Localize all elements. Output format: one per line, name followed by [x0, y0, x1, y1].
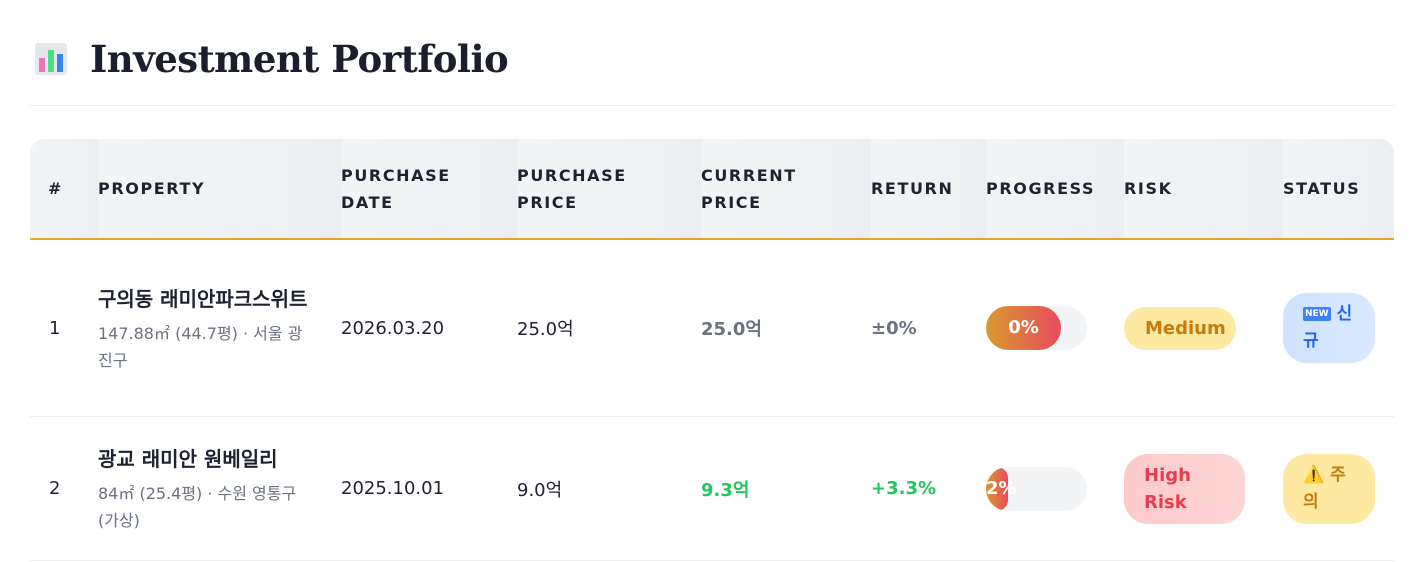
status-cell: NEW 신규 [1283, 240, 1394, 417]
column-header-purchase-date[interactable]: PURCHASE DATE [341, 139, 517, 240]
progress-label: 2% [986, 477, 1017, 499]
status-cell: ⚠️ 주의 [1283, 417, 1394, 561]
row-index: 2 [30, 417, 98, 561]
column-header-index[interactable]: # [30, 139, 98, 240]
risk-cell: Medium [1124, 240, 1283, 417]
purchase-price: 25.0억 [517, 240, 701, 417]
table-row[interactable]: 2 광교 래미안 원베일리 84㎡ (25.4평) · 수원 영통구 (가상) … [30, 417, 1394, 561]
status-label: 신규 [1303, 304, 1353, 351]
risk-badge: High Risk [1124, 453, 1245, 524]
page-header: Investment Portfolio [30, 30, 1394, 106]
table-header-row: # PROPERTY PURCHASE DATE PURCHASE PRICE … [30, 139, 1394, 240]
status-badge: ⚠️ 주의 [1283, 453, 1375, 524]
progress-cell: 2% [986, 417, 1124, 561]
page-title: Investment Portfolio [90, 36, 509, 81]
purchase-date: 2026.03.20 [341, 240, 517, 417]
row-index: 1 [30, 240, 98, 417]
status-label: 주의 [1303, 464, 1346, 512]
return-value: ±0% [871, 240, 986, 417]
bar-chart-icon [35, 42, 67, 75]
column-header-return[interactable]: RETURN [871, 139, 986, 240]
column-header-property[interactable]: PROPERTY [98, 139, 341, 240]
return-value: +3.3% [871, 417, 986, 561]
status-badge: NEW 신규 [1283, 293, 1375, 363]
current-price: 25.0억 [701, 240, 871, 417]
column-header-current-price[interactable]: CURRENT PRICE [701, 139, 871, 240]
property-meta: 147.88㎡ (44.7평) · 서울 광진구 [98, 323, 303, 370]
purchase-date: 2025.10.01 [341, 417, 517, 561]
column-header-risk[interactable]: RISK [1124, 139, 1283, 240]
progress-cell: 0% [986, 240, 1124, 417]
column-header-status[interactable]: STATUS [1283, 139, 1394, 240]
property-name[interactable]: 광교 래미안 원베일리 [98, 447, 278, 471]
property-meta: 84㎡ (25.4평) · 수원 영통구 (가상) [98, 484, 297, 530]
portfolio-table: # PROPERTY PURCHASE DATE PURCHASE PRICE … [30, 139, 1394, 561]
warning-icon: ⚠️ [1303, 464, 1325, 485]
property-cell: 광교 래미안 원베일리 84㎡ (25.4평) · 수원 영통구 (가상) [98, 417, 341, 561]
property-name[interactable]: 구의동 래미안파크스위트 [98, 286, 308, 311]
new-icon: NEW [1303, 307, 1331, 321]
current-price: 9.3억 [701, 417, 871, 561]
progress-label: 0% [1008, 317, 1039, 338]
column-header-progress[interactable]: PROGRESS [986, 139, 1124, 240]
progress-bar: 0% [986, 306, 1087, 350]
purchase-price: 9.0억 [517, 417, 701, 561]
progress-fill [986, 306, 1061, 350]
progress-fill [986, 466, 1008, 511]
progress-bar: 2% [986, 466, 1087, 511]
column-header-purchase-price[interactable]: PURCHASE PRICE [517, 139, 701, 240]
risk-cell: High Risk [1124, 417, 1283, 561]
table-row[interactable]: 1 구의동 래미안파크스위트 147.88㎡ (44.7평) · 서울 광진구 … [30, 240, 1394, 417]
property-cell: 구의동 래미안파크스위트 147.88㎡ (44.7평) · 서울 광진구 [98, 240, 341, 417]
risk-badge: Medium [1124, 306, 1236, 350]
